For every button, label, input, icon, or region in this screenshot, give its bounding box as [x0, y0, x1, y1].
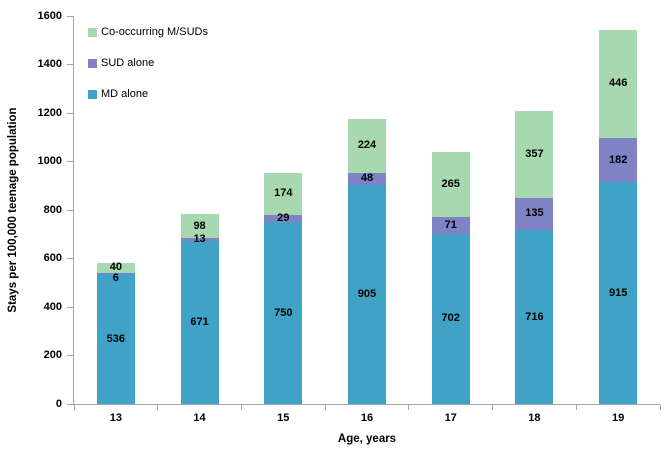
y-tick-label: 1600 — [37, 9, 62, 22]
bar-value-label: 182 — [608, 153, 628, 166]
bar-value-label: 135 — [525, 207, 544, 220]
bar-age-18: 357 135 716 — [515, 111, 554, 404]
bar-value-label: 71 — [444, 218, 457, 231]
bar-value-label: 446 — [608, 77, 628, 90]
bar-age-14: 98 13 671 — [180, 214, 219, 404]
bar-segment-sud-alone — [96, 272, 135, 275]
legend-label: SUD alone — [101, 57, 155, 69]
bar-segment-md-alone — [180, 241, 219, 404]
bar-value-label: 265 — [441, 177, 460, 190]
bar-value-label: 716 — [525, 310, 544, 323]
x-category-label: 15 — [277, 412, 290, 424]
y-tick-label: 200 — [43, 349, 62, 361]
bar-segment-sud-alone — [431, 216, 470, 234]
x-axis-tick — [157, 405, 159, 410]
x-category-label: 13 — [109, 412, 122, 424]
y-axis-tick — [67, 112, 73, 114]
y-axis-tick — [67, 161, 73, 162]
bar-age-16: 224 48 905 — [348, 118, 386, 404]
y-axis-tick — [67, 403, 73, 405]
y-tick-label: 800 — [43, 203, 62, 216]
bar-value-label: 671 — [190, 316, 209, 329]
x-category-label: 18 — [528, 412, 541, 424]
x-axis-tick — [492, 405, 494, 410]
bar-value-label: 224 — [357, 139, 377, 152]
x-category-label: 16 — [360, 412, 374, 424]
bar-segment-co-occurring-m-suds — [599, 29, 638, 138]
bar-age-13: 40 6 536 — [96, 261, 135, 404]
x-category-label: 14 — [193, 412, 206, 424]
bar-segment-md-alone — [431, 233, 470, 404]
bar-segment-sud-alone — [264, 215, 303, 223]
x-axis-tick — [324, 405, 326, 410]
y-axis-line — [73, 16, 74, 405]
bar-segment-co-occurring-m-suds — [264, 172, 303, 216]
bar-segment-co-occurring-m-suds — [431, 152, 470, 217]
bar-value-label: 702 — [441, 312, 460, 325]
bar-value-label: 357 — [525, 147, 544, 160]
y-tick-label: 1400 — [37, 58, 62, 70]
y-axis-tick — [67, 306, 73, 308]
bar-value-label: 40 — [109, 261, 122, 274]
bar-value-label: 750 — [274, 306, 293, 319]
legend-item-co-occurring-m-suds: Co-occurring M/SUDs — [88, 26, 208, 38]
legend-item-sud-alone: SUD alone — [88, 57, 208, 69]
x-axis-title: Age, years — [337, 433, 397, 445]
x-axis-tick — [659, 405, 661, 410]
legend: Co-occurring M/SUDs SUD alone MD alone — [88, 26, 208, 119]
bar-segment-md-alone — [96, 274, 135, 404]
bar-value-label: 98 — [193, 219, 206, 232]
bar-segment-md-alone — [264, 222, 303, 404]
bar-segment-sud-alone — [515, 197, 554, 231]
bar-value-label: 905 — [357, 287, 377, 300]
bar-value-label: 29 — [277, 212, 290, 225]
bar-segment-co-occurring-m-suds — [180, 214, 219, 239]
y-axis-tick — [67, 209, 73, 211]
bar-segment-md-alone — [515, 230, 554, 404]
y-tick-label: 600 — [43, 252, 62, 264]
legend-item-md-alone: MD alone — [88, 88, 208, 100]
bar-segment-sud-alone — [180, 238, 219, 242]
x-axis-tick — [240, 405, 242, 410]
y-axis-tick — [67, 258, 73, 259]
bar-segment-co-occurring-m-suds — [348, 118, 386, 173]
legend-swatch-icon — [88, 27, 97, 37]
legend-label: MD alone — [101, 88, 149, 100]
x-category-label: 17 — [444, 412, 457, 424]
bar-segment-co-occurring-m-suds — [515, 111, 554, 198]
bar-value-label: 915 — [608, 286, 628, 299]
bar-value-label: 174 — [274, 187, 293, 200]
legend-swatch-icon — [88, 89, 97, 99]
bar-segment-sud-alone — [599, 137, 638, 183]
bar-value-label: 6 — [112, 272, 119, 285]
bar-segment-sud-alone — [348, 172, 386, 185]
bar-age-17: 265 71 702 — [431, 152, 470, 404]
legend-swatch-icon — [88, 58, 97, 68]
y-tick-label: 1200 — [37, 106, 62, 119]
bar-segment-co-occurring-m-suds — [96, 262, 135, 273]
y-axis-tick — [67, 64, 73, 65]
x-category-label: 19 — [612, 412, 625, 424]
bar-segment-md-alone — [599, 182, 638, 404]
bar-value-label: 13 — [193, 233, 206, 246]
bar-value-label: 48 — [360, 172, 374, 185]
bar-value-label: 536 — [106, 332, 126, 345]
x-axis-tick — [575, 405, 577, 410]
legend-label: Co-occurring M/SUDs — [101, 26, 208, 38]
y-tick-label: 400 — [43, 300, 62, 313]
y-axis-tick — [67, 15, 73, 17]
x-axis-line — [73, 404, 660, 405]
y-tick-label: 0 — [55, 397, 62, 410]
y-tick-label: 1000 — [37, 155, 62, 167]
bar-age-15: 174 29 750 — [264, 172, 303, 404]
y-axis-tick — [67, 355, 73, 356]
bar-age-19: 446 182 915 — [599, 29, 638, 404]
x-axis-tick — [408, 405, 410, 410]
bar-segment-md-alone — [348, 184, 386, 404]
x-axis-tick — [73, 405, 75, 410]
plot-area: Co-occurring M/SUDs SUD alone MD alone 0 20… — [38, 10, 661, 424]
